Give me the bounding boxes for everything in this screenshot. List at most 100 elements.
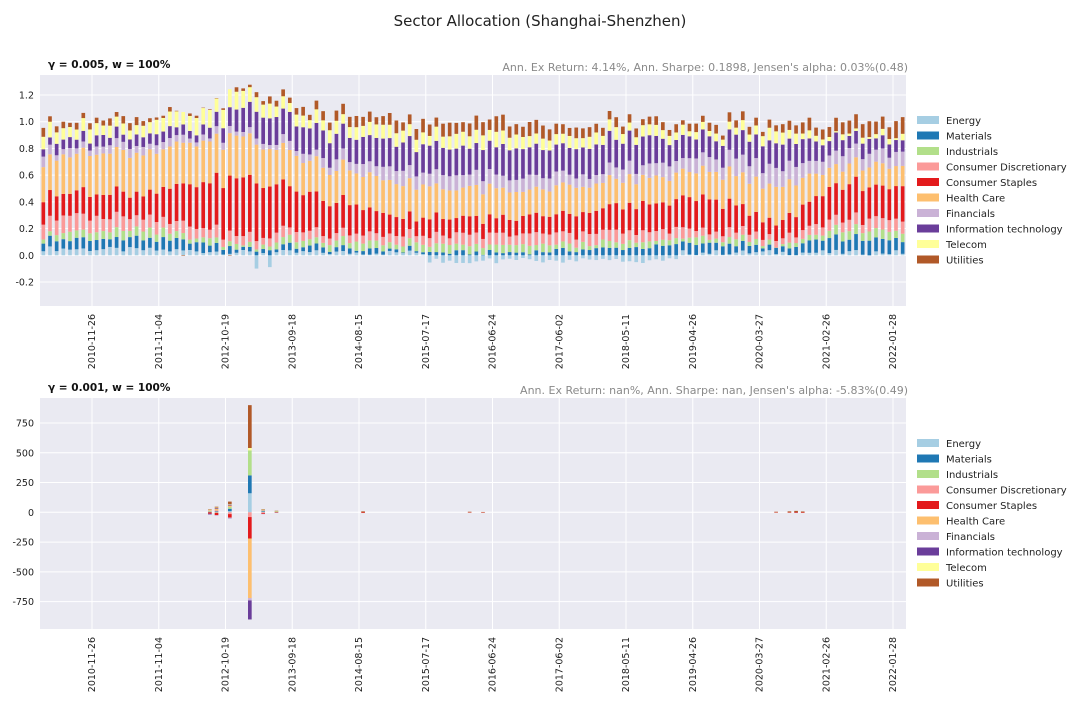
bar-segment-information-technology [248,101,252,128]
bar-segment-information-technology [720,145,725,168]
bar-segment-materials [248,475,252,494]
bar-segment-energy [174,249,179,256]
bar-segment-consumer-discretionary [860,224,865,234]
bar-segment-materials [467,254,472,256]
bar-segment-industrials [48,231,52,236]
bar-segment-industrials [88,233,92,241]
bar-segment-consumer-discretionary [747,234,752,242]
bar-segment-telecom [181,112,186,125]
bar-segment-industrials [681,238,685,242]
bar-segment-information-technology [228,107,232,126]
bar-segment-health-care [621,182,625,210]
bar-segment-energy [667,255,672,259]
bar-segment-consumer-staples [800,204,805,231]
bar-segment-utilities [887,127,892,140]
bar-segment-utilities [321,111,325,121]
bar-segment-consumer-discretionary [274,232,279,243]
bar-segment-financials [234,131,239,136]
bar-segment-consumer-staples [228,514,232,518]
bar-segment-health-care [261,149,265,189]
bar-segment-information-technology [228,504,232,506]
bar-segment-materials [441,252,445,256]
x-tick-label: 2012-10-19 [221,314,232,369]
bar-segment-health-care [294,155,299,192]
bar-segment-energy [827,253,832,256]
bar-segment-utilities [141,121,146,126]
bar-segment-consumer-discretionary [467,234,472,247]
bar-segment-industrials [201,237,206,243]
legend-label-energy: Energy [946,116,981,127]
bar-segment-telecom [621,134,625,144]
bar-segment-materials [427,251,432,256]
bar-segment-consumer-discretionary [228,230,232,242]
bar-segment-health-care [894,166,898,187]
bar-segment-information-technology [867,138,872,154]
bar-segment-health-care [827,167,832,187]
bar-segment-information-technology [354,139,359,164]
bar-segment-financials [228,125,232,134]
bar-segment-materials [161,237,166,250]
bar-segment-financials [521,178,525,192]
bar-segment-utilities [341,103,345,115]
bar-segment-industrials [587,246,592,251]
bar-segment-consumer-staples [88,196,92,221]
bar-segment-utilities [647,116,652,125]
bar-segment-financials [347,162,352,171]
bar-segment-information-technology [727,129,732,150]
bar-segment-materials [594,248,599,256]
bar-segment-energy [767,250,772,256]
bar-segment-consumer-discretionary [514,235,519,246]
x-tick-label: 2015-07-17 [421,637,432,692]
bar-segment-telecom [887,139,892,145]
bar-segment-health-care [854,157,858,177]
y-tick-label: 500 [16,448,34,459]
bar-segment-health-care [774,186,778,226]
bar-segment-consumer-staples [887,189,892,221]
bar-segment-consumer-staples [114,186,119,212]
bar-segment-information-technology [627,130,632,161]
bar-segment-consumer-staples [334,202,339,234]
bar-segment-consumer-discretionary [121,216,126,231]
bar-segment-industrials [128,230,132,238]
bar-segment-health-care [527,189,532,215]
bar-segment-health-care [661,177,665,203]
bar-segment-energy [521,255,525,259]
bar-segment-consumer-staples [667,205,672,234]
bar-segment-financials [221,142,226,150]
bar-segment-financials [274,144,279,150]
bar-segment-health-care [727,166,732,199]
bar-segment-financials [367,161,372,173]
bar-segment-information-technology [461,145,465,176]
bar-segment-information-technology [774,143,778,168]
bar-segment-financials [900,151,905,166]
bar-segment-energy [427,255,432,263]
bar-segment-energy [48,246,52,256]
bar-segment-utilities [587,127,592,137]
bar-segment-information-technology [614,139,619,168]
bar-segment-consumer-staples [447,219,452,239]
bar-segment-telecom [794,133,798,144]
bar-segment-information-technology [194,135,199,143]
bar-segment-consumer-discretionary [174,221,179,232]
bar-segment-health-care [427,186,432,220]
bar-segment-telecom [141,125,146,138]
bar-segment-materials [527,254,532,256]
bar-segment-information-technology [827,141,832,156]
bar-segment-information-technology [681,134,685,159]
bar-segment-industrials [541,243,545,253]
bar-segment-financials [454,175,459,191]
bar-segment-industrials [228,506,232,509]
bar-segment-industrials [421,244,425,253]
bar-segment-information-technology [54,143,59,156]
bar-segment-consumer-discretionary [387,233,392,243]
bar-segment-health-care [794,185,798,218]
bar-segment-consumer-staples [261,188,265,238]
bar-segment-consumer-discretionary [454,232,459,244]
bar-segment-energy [88,250,92,256]
bar-segment-consumer-staples [74,190,79,214]
bar-segment-consumer-staples [521,215,525,234]
bar-segment-energy [221,254,226,256]
bar-segment-telecom [607,119,612,131]
bar-segment-financials [601,174,605,183]
bar-segment-utilities [481,122,485,136]
